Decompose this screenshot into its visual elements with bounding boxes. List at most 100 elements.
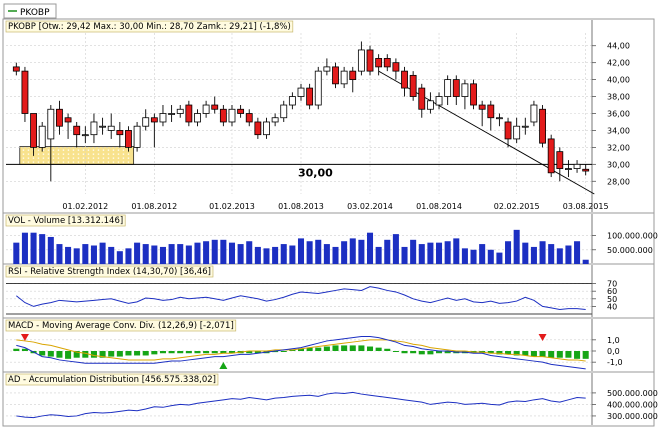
volume-bar — [125, 248, 132, 264]
macd-histogram-bar — [556, 351, 563, 358]
macd-histogram-bar — [228, 351, 236, 354]
volume-bar — [254, 246, 261, 264]
volume-bar — [228, 242, 236, 264]
candle-body — [228, 108, 236, 123]
macd-histogram-bar — [574, 351, 581, 359]
volume-bar — [349, 238, 356, 264]
candle-body — [504, 121, 512, 140]
candle-body — [435, 96, 443, 106]
zone-dot — [122, 153, 125, 155]
ad-panel-title: AD - Accumulation Distribution [456.575.… — [8, 375, 216, 385]
volume-bar — [13, 242, 20, 264]
y-tick-label: 44,00 — [607, 42, 630, 51]
zone-dot — [32, 157, 35, 159]
zone-dot — [62, 153, 65, 155]
volume-bar — [384, 239, 391, 264]
candle-body — [323, 66, 331, 72]
zone-dot — [52, 161, 55, 163]
macd-panel-title: MACD - Moving Average Conv. Div. (12,26,… — [8, 321, 234, 331]
zone-dot — [67, 157, 70, 159]
candle-body — [340, 70, 348, 85]
zone-dot — [117, 157, 120, 159]
zone-dot — [97, 157, 100, 159]
candle-body — [263, 121, 270, 136]
zone-dot — [37, 161, 40, 163]
y-tick-label: 0,0 — [607, 347, 620, 356]
candle-body — [12, 66, 20, 72]
candle-body — [306, 87, 314, 106]
candle-body — [237, 108, 245, 114]
symbol-tab[interactable]: PKOBP — [3, 3, 57, 19]
volume-bar — [30, 232, 37, 264]
candle-body — [409, 74, 417, 97]
macd-histogram-bar — [410, 351, 417, 354]
volume-bar — [539, 241, 546, 264]
volume-bar — [39, 234, 46, 264]
volume-bar — [56, 244, 63, 264]
volume-bar — [556, 248, 563, 264]
zone-dot — [52, 149, 55, 151]
candle-body — [357, 49, 365, 72]
zone-dot — [72, 157, 75, 159]
price-panel: 44,00 42,00 40,00 38,00 36,00 34,00 32,00 30,00… — [6, 20, 630, 212]
zone-dot — [22, 153, 25, 155]
zone-dot — [57, 161, 60, 163]
macd-histogram-bar — [392, 351, 399, 352]
y-tick-label: 400.000.000 — [607, 400, 658, 409]
macd-histogram-bar — [332, 345, 339, 351]
candle-body — [418, 87, 426, 110]
macd-histogram-bar — [487, 351, 494, 354]
macd-histogram-bar — [505, 351, 512, 355]
candle-body — [133, 125, 141, 148]
candle-body — [176, 108, 184, 114]
zone-dot — [117, 149, 120, 151]
zone-dot — [87, 149, 90, 151]
macd-histogram-bar — [436, 351, 443, 354]
macd-histogram-bar — [341, 345, 348, 351]
zone-dot — [97, 153, 100, 155]
zone-dot — [62, 161, 65, 163]
volume-bar — [487, 249, 494, 264]
volume-bar — [82, 244, 89, 264]
zone-dot — [57, 153, 60, 155]
macd-histogram-bar — [220, 351, 227, 354]
candles — [12, 41, 590, 182]
candle-body — [383, 58, 391, 68]
candle-body — [116, 130, 124, 136]
rsi-line — [16, 286, 586, 310]
candle-body — [280, 104, 288, 119]
y-tick-label: 70 — [607, 280, 617, 289]
candle-body — [219, 108, 227, 123]
volume-bar — [220, 239, 227, 264]
x-tick-label: 02.02.2015 — [494, 202, 540, 211]
price-y-axis: 44,00 42,00 40,00 38,00 36,00 34,00 32,00 30,00… — [591, 20, 630, 212]
macd-histogram-bar — [306, 347, 313, 351]
volume-panel-title: VOL - Volume [13.312.146] — [8, 216, 123, 226]
candle-body — [573, 163, 581, 169]
zone-dot — [42, 161, 45, 163]
zone-dot — [47, 161, 50, 163]
candle-body — [495, 117, 503, 120]
candle-body — [521, 125, 529, 128]
volume-y-axis: 100.000.000 50.000.000 — [591, 214, 658, 263]
rsi-panel-title: RSI - Relative Strength Index (14,30,70)… — [8, 267, 211, 277]
panel-title-box — [5, 319, 237, 332]
volume-bar — [177, 244, 184, 264]
macd-histogram-bar — [13, 348, 20, 351]
volume-bar — [323, 244, 330, 264]
ad-y-axis: 500.000.000 400.000.000 300.000.000 — [591, 373, 658, 425]
macd-histogram-bar — [73, 351, 80, 358]
volume-bar — [522, 242, 529, 264]
candle-body — [47, 108, 55, 140]
candle-body — [375, 58, 383, 68]
zone-dot — [42, 157, 45, 159]
zone-dot — [92, 157, 95, 159]
macd-histogram-bar — [427, 351, 434, 355]
macd-y-axis: 1,0 0,0 -1,0 — [591, 319, 623, 371]
zone-dot — [62, 157, 65, 159]
y-tick-label: 40 — [607, 302, 617, 311]
volume-bar — [496, 252, 503, 264]
zone-dot — [37, 157, 40, 159]
y-tick-label: 300.000.000 — [607, 412, 658, 421]
